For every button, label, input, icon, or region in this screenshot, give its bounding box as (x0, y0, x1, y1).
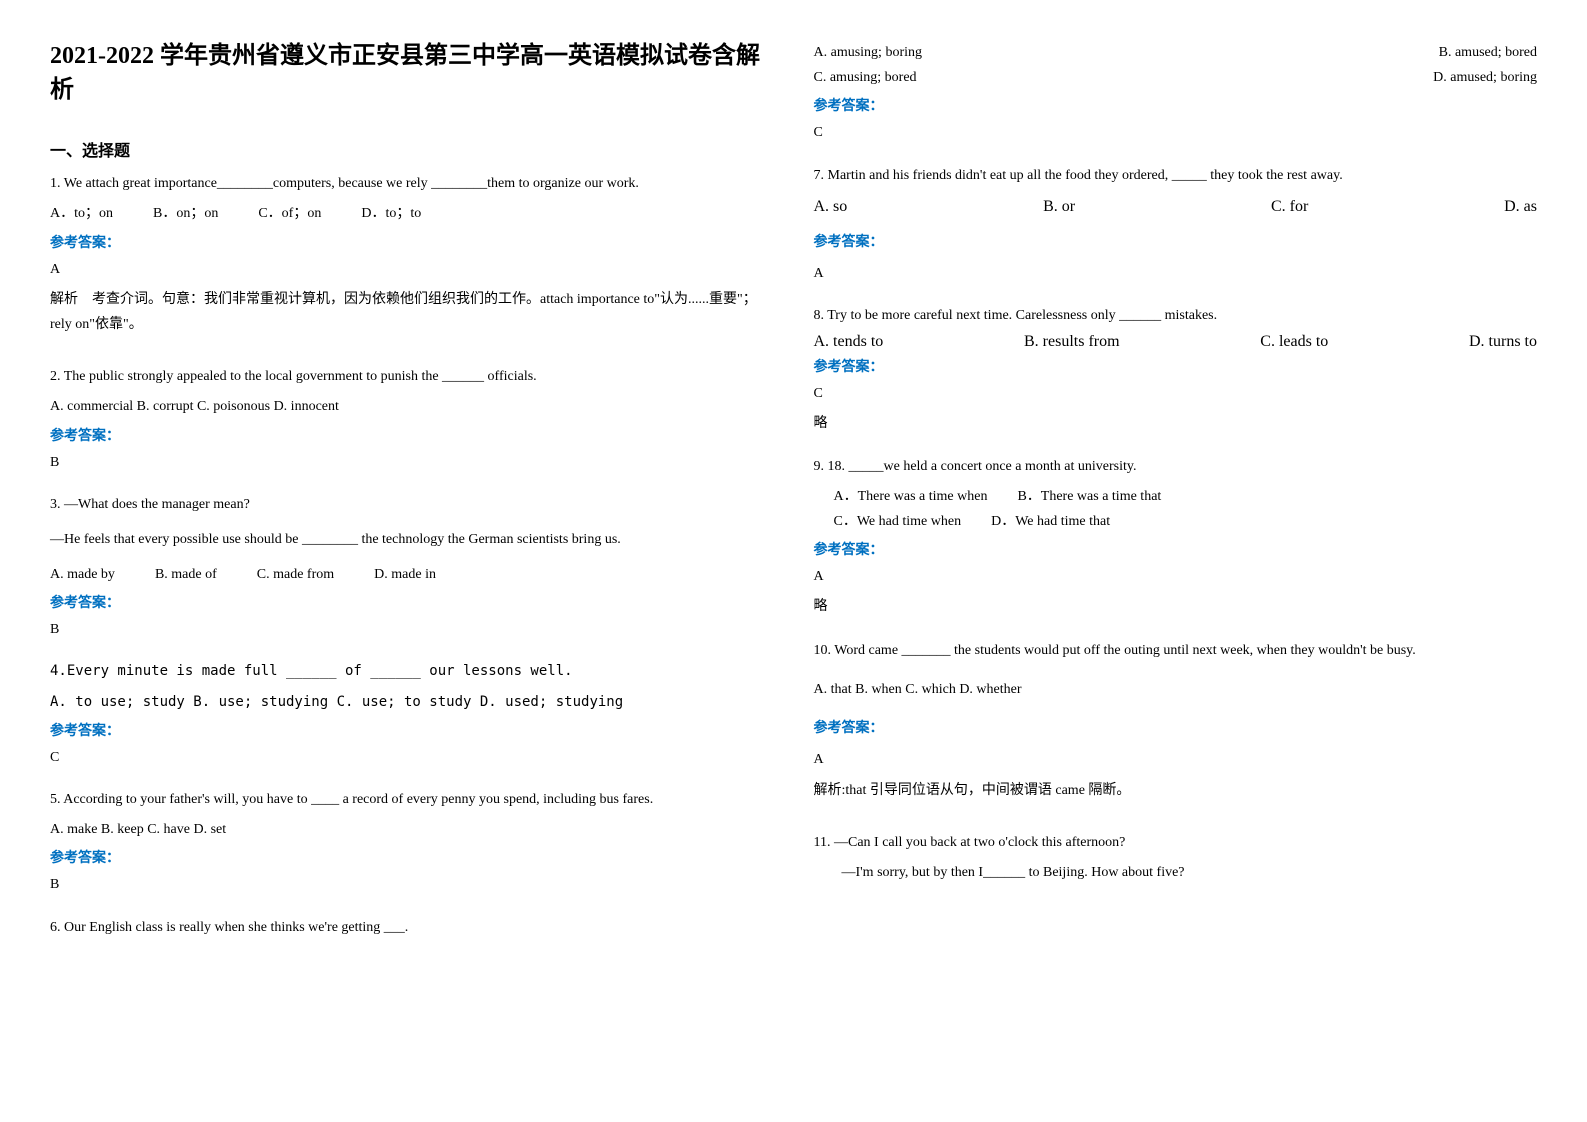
q5-answer: B (50, 872, 774, 897)
q7-answer: A (814, 261, 1538, 286)
q4-options: A. to use; study B. use; studying C. use… (50, 690, 774, 715)
q4-answer-label: 参考答案： (50, 720, 774, 740)
q8-opt-c: C. leads to (1260, 333, 1328, 351)
q11-line1: 11. —Can I call you back at two o'clock … (814, 830, 1538, 855)
question-7: 7. Martin and his friends didn't eat up … (814, 163, 1538, 291)
q3-line2: —He feels that every possible use should… (50, 527, 774, 552)
q4-text: 4.Every minute is made full ______ of __… (50, 659, 774, 684)
q1-opt-c: C．of；on (258, 201, 321, 226)
q1-opt-d: D．to；to (361, 201, 421, 226)
q9-answer: A (814, 564, 1538, 589)
q3-answer-label: 参考答案： (50, 592, 774, 612)
q9-opt-a: A．There was a time when (834, 484, 988, 509)
question-3: 3. —What does the manager mean? —He feel… (50, 492, 774, 648)
q1-opt-b: B．on；on (153, 201, 218, 226)
q1-answer: A (50, 257, 774, 282)
question-10: 10. Word came _______ the students would… (814, 636, 1538, 817)
q2-answer: B (50, 450, 774, 475)
q10-answer-label: 参考答案： (814, 717, 1538, 737)
q8-brief: 略 (814, 411, 1538, 436)
q2-options: A. commercial B. corrupt C. poisonous D.… (50, 394, 774, 419)
q9-answer-label: 参考答案： (814, 539, 1538, 559)
q3-line1: 3. —What does the manager mean? (50, 492, 774, 517)
q3-options: A. made by B. made of C. made from D. ma… (50, 562, 774, 587)
q3-opt-b: B. made of (155, 562, 217, 587)
q8-opt-d: D. turns to (1469, 333, 1537, 351)
q9-brief: 略 (814, 594, 1538, 619)
question-8: 8. Try to be more careful next time. Car… (814, 303, 1538, 442)
exam-title: 2021-2022 学年贵州省遵义市正安县第三中学高一英语模拟试卷含解析 (50, 40, 774, 107)
q10-answer: A (814, 747, 1538, 772)
q7-opt-d: D. as (1504, 198, 1537, 216)
q6-opt-d: D. amused; boring (1433, 65, 1537, 90)
question-9: 9. 18. _____we held a concert once a mon… (814, 454, 1538, 625)
q6-opt-b: B. amused; bored (1439, 40, 1537, 65)
q8-opt-a: A. tends to (814, 333, 884, 351)
q5-text: 5. According to your father's will, you … (50, 787, 774, 812)
q1-options: A．to；on B．on；on C．of；on D．to；to (50, 201, 774, 226)
q1-opt-a: A．to；on (50, 201, 113, 226)
q10-explain: 解析:that 引导同位语从句，中间被谓语 came 隔断。 (814, 778, 1538, 803)
question-2: 2. The public strongly appealed to the l… (50, 364, 774, 480)
q9-opt-d: D．We had time that (991, 509, 1110, 534)
q9-options-row1: A．There was a time when B．There was a ti… (834, 484, 1538, 509)
q3-opt-a: A. made by (50, 562, 115, 587)
q3-opt-c: C. made from (257, 562, 334, 587)
q2-answer-label: 参考答案： (50, 425, 774, 445)
question-1: 1. We attach great importance________com… (50, 171, 774, 352)
q9-opt-b: B．There was a time that (1017, 484, 1161, 509)
q7-opt-b: B. or (1043, 198, 1075, 216)
q11-line2: —I'm sorry, but by then I______ to Beiji… (814, 860, 1538, 885)
q3-answer: B (50, 617, 774, 642)
question-5: 5. According to your father's will, you … (50, 787, 774, 903)
q8-answer-label: 参考答案： (814, 356, 1538, 376)
q1-explain: 解析 考查介词。句意：我们非常重视计算机，因为依赖他们组织我们的工作。attac… (50, 287, 774, 337)
q8-opt-b: B. results from (1024, 333, 1120, 351)
q9-text: 9. 18. _____we held a concert once a mon… (814, 454, 1538, 479)
q6-answer-label: 参考答案： (814, 95, 1538, 115)
q6-opts-row1: A. amusing; boring B. amused; bored (814, 40, 1538, 65)
q7-opt-a: A. so (814, 198, 848, 216)
q5-options: A. make B. keep C. have D. set (50, 817, 774, 842)
q7-opt-c: C. for (1271, 198, 1308, 216)
q6-opt-c: C. amusing; bored (814, 65, 917, 90)
q9-opt-c: C．We had time when (834, 509, 962, 534)
q1-text: 1. We attach great importance________com… (50, 171, 774, 196)
q6-text: 6. Our English class is really when she … (50, 915, 774, 940)
question-6: 6. Our English class is really when she … (50, 915, 774, 945)
q8-text: 8. Try to be more careful next time. Car… (814, 303, 1538, 328)
q1-answer-label: 参考答案： (50, 232, 774, 252)
question-11: 11. —Can I call you back at two o'clock … (814, 830, 1538, 890)
question-4: 4.Every minute is made full ______ of __… (50, 659, 774, 775)
q4-answer: C (50, 745, 774, 770)
q7-answer-label: 参考答案： (814, 231, 1538, 251)
left-column: 2021-2022 学年贵州省遵义市正安县第三中学高一英语模拟试卷含解析 一、选… (50, 40, 774, 1082)
right-column: A. amusing; boring B. amused; bored C. a… (814, 40, 1538, 1082)
q8-options: A. tends to B. results from C. leads to … (814, 333, 1538, 351)
section-heading: 一、选择题 (50, 137, 774, 161)
q10-options: A. that B. when C. which D. whether (814, 677, 1538, 702)
q2-text: 2. The public strongly appealed to the l… (50, 364, 774, 389)
q6-opts-row2: C. amusing; bored D. amused; boring (814, 65, 1538, 90)
q8-answer: C (814, 381, 1538, 406)
q5-answer-label: 参考答案： (50, 847, 774, 867)
q6-answer: C (814, 120, 1538, 145)
q6-opt-a: A. amusing; boring (814, 40, 923, 65)
question-6-options: A. amusing; boring B. amused; bored C. a… (814, 40, 1538, 151)
q10-text: 10. Word came _______ the students would… (814, 636, 1538, 667)
q7-text: 7. Martin and his friends didn't eat up … (814, 163, 1538, 188)
q9-options-row2: C．We had time when D．We had time that (834, 509, 1538, 534)
q3-opt-d: D. made in (374, 562, 436, 587)
q7-options: A. so B. or C. for D. as (814, 198, 1538, 216)
